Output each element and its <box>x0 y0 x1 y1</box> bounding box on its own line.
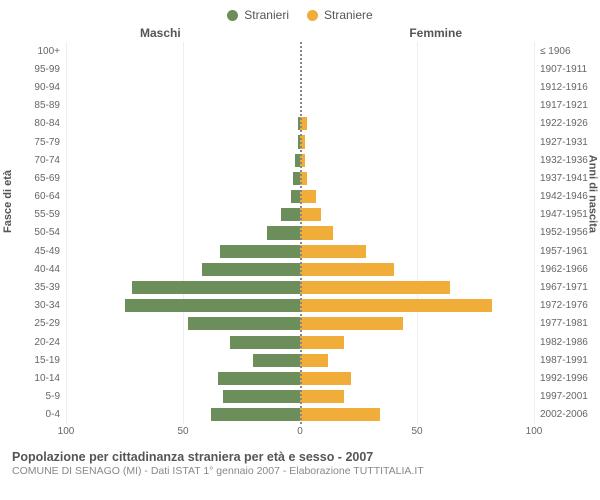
age-tick: 60-64 <box>10 188 66 206</box>
bar-female <box>300 226 333 239</box>
bar-male <box>188 317 300 330</box>
birth-tick: 1977-1981 <box>534 315 590 333</box>
center-divider <box>300 42 302 424</box>
age-tick: 80-84 <box>10 115 66 133</box>
age-tick: 50-54 <box>10 224 66 242</box>
bar-female <box>300 190 316 203</box>
legend-female-label: Straniere <box>324 8 373 22</box>
age-tick: 25-29 <box>10 315 66 333</box>
header-female: Femmine <box>409 26 462 40</box>
age-tick: 90-94 <box>10 78 66 96</box>
age-tick: 35-39 <box>10 278 66 296</box>
footer: Popolazione per cittadinanza straniera p… <box>10 450 590 477</box>
birth-tick: 1967-1971 <box>534 278 590 296</box>
y-axis-age: 100+95-9990-9485-8980-8475-7970-7465-696… <box>10 42 66 424</box>
birth-tick: 2002-2006 <box>534 406 590 424</box>
birth-tick: 1982-1986 <box>534 333 590 351</box>
birth-tick: 1917-1921 <box>534 97 590 115</box>
age-tick: 0-4 <box>10 406 66 424</box>
y-axis-title-right: Anni di nascita <box>586 155 598 233</box>
bar-male <box>230 336 300 349</box>
age-tick: 40-44 <box>10 260 66 278</box>
birth-tick: 1997-2001 <box>534 388 590 406</box>
bar-male <box>211 408 300 421</box>
bar-female <box>300 208 321 221</box>
x-tick: 100 <box>58 426 75 437</box>
bar-male <box>223 390 300 403</box>
age-tick: 95-99 <box>10 60 66 78</box>
x-tick: 50 <box>411 426 422 437</box>
header-male: Maschi <box>140 26 181 40</box>
bar-female <box>300 390 344 403</box>
bar-male <box>291 190 300 203</box>
birth-tick: 1952-1956 <box>534 224 590 242</box>
birth-tick: 1957-1961 <box>534 242 590 260</box>
legend: Stranieri Straniere <box>10 8 590 22</box>
bar-male <box>125 299 301 312</box>
birth-tick: 1922-1926 <box>534 115 590 133</box>
age-tick: 100+ <box>10 42 66 60</box>
bar-female <box>300 336 344 349</box>
x-tick: 0 <box>297 426 303 437</box>
bar-male <box>267 226 300 239</box>
birth-tick: 1912-1916 <box>534 78 590 96</box>
y-axis-title-left: Fasce di età <box>2 170 14 233</box>
age-tick: 30-34 <box>10 297 66 315</box>
footer-title: Popolazione per cittadinanza straniera p… <box>12 450 588 464</box>
age-tick: 45-49 <box>10 242 66 260</box>
age-tick: 65-69 <box>10 169 66 187</box>
legend-male: Stranieri <box>227 8 289 22</box>
birth-tick: 1937-1941 <box>534 169 590 187</box>
age-tick: 10-14 <box>10 369 66 387</box>
birth-tick: 1927-1931 <box>534 133 590 151</box>
footer-subtitle: COMUNE DI SENAGO (MI) - Dati ISTAT 1° ge… <box>12 465 588 477</box>
population-pyramid-chart: Stranieri Straniere Maschi Femmine Fasce… <box>0 0 600 500</box>
birth-tick: 1947-1951 <box>534 206 590 224</box>
bar-male <box>132 281 300 294</box>
bar-male <box>202 263 300 276</box>
bar-male <box>281 208 300 221</box>
birth-tick: 1962-1966 <box>534 260 590 278</box>
bar-male <box>220 245 300 258</box>
age-tick: 20-24 <box>10 333 66 351</box>
bar-female <box>300 245 366 258</box>
female-swatch <box>307 10 318 21</box>
bar-male <box>253 354 300 367</box>
age-tick: 15-19 <box>10 351 66 369</box>
male-swatch <box>227 10 238 21</box>
x-tick: 100 <box>526 426 543 437</box>
birth-tick: 1907-1911 <box>534 60 590 78</box>
birth-tick: 1942-1946 <box>534 188 590 206</box>
bar-female <box>300 354 328 367</box>
column-headers: Maschi Femmine <box>10 26 590 42</box>
bar-female <box>300 317 403 330</box>
bar-female <box>300 372 351 385</box>
bar-female <box>300 408 380 421</box>
birth-tick: ≤ 1906 <box>534 42 590 60</box>
age-tick: 75-79 <box>10 133 66 151</box>
bar-male <box>218 372 300 385</box>
bar-female <box>300 263 394 276</box>
birth-tick: 1987-1991 <box>534 351 590 369</box>
bars-area <box>66 42 534 424</box>
x-axis: 10050050100 <box>66 424 534 444</box>
bar-female <box>300 281 450 294</box>
birth-tick: 1972-1976 <box>534 297 590 315</box>
x-tick: 50 <box>177 426 188 437</box>
y-axis-birth: ≤ 19061907-19111912-19161917-19211922-19… <box>534 42 590 424</box>
legend-female: Straniere <box>307 8 373 22</box>
bar-female <box>300 299 492 312</box>
age-tick: 5-9 <box>10 388 66 406</box>
age-tick: 55-59 <box>10 206 66 224</box>
plot-area: Fasce di età Anni di nascita 100+95-9990… <box>10 42 590 424</box>
legend-male-label: Stranieri <box>244 8 289 22</box>
age-tick: 85-89 <box>10 97 66 115</box>
bar-male <box>293 172 300 185</box>
birth-tick: 1932-1936 <box>534 151 590 169</box>
birth-tick: 1992-1996 <box>534 369 590 387</box>
age-tick: 70-74 <box>10 151 66 169</box>
